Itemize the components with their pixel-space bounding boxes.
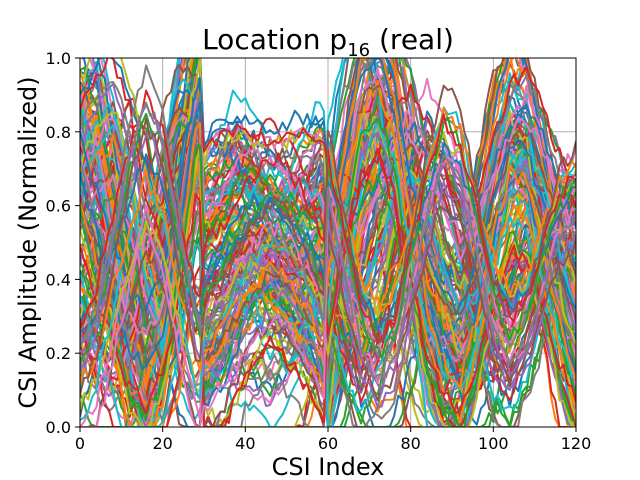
x-tick-label: 0 xyxy=(75,434,85,453)
x-tick-label: 60 xyxy=(318,434,338,453)
series-line xyxy=(80,84,576,395)
x-tick-label: 120 xyxy=(561,434,592,453)
y-tick-label: 0.6 xyxy=(46,197,71,216)
y-axis-label: CSI Amplitude (Normalized) xyxy=(14,76,42,408)
x-tick-label: 20 xyxy=(152,434,172,453)
x-axis-label: CSI Index xyxy=(272,453,385,480)
chart-title: Location p16 (real) xyxy=(202,23,454,61)
y-tick-label: 0.0 xyxy=(46,418,71,437)
plot-area xyxy=(80,58,576,427)
axis-ticks: 0 20 40 60 80 100 120 0.0 0.2 0.4 0.6 0.8 1.0 xyxy=(46,49,592,453)
y-tick-label: 1.0 xyxy=(46,49,71,68)
y-tick-label: 0.4 xyxy=(46,270,71,289)
series-line xyxy=(80,58,576,409)
y-tick-label: 0.2 xyxy=(46,344,71,363)
x-tick-label: 40 xyxy=(235,434,255,453)
x-tick-label: 80 xyxy=(400,434,420,453)
x-tick-label: 100 xyxy=(478,434,509,453)
series-line xyxy=(80,101,576,380)
series-line xyxy=(80,149,576,415)
y-tick-label: 0.8 xyxy=(46,123,71,142)
series-line xyxy=(80,106,576,427)
